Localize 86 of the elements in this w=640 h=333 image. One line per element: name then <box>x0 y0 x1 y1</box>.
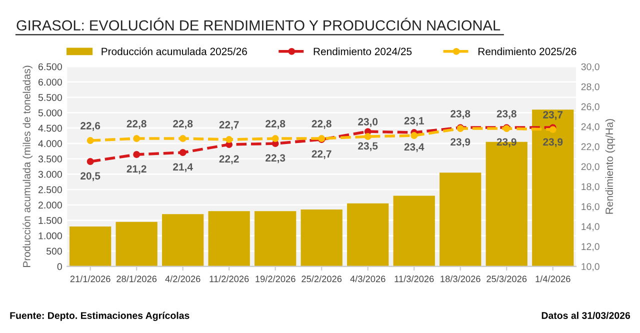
y-tick-label: 5.000 <box>38 109 62 116</box>
bar <box>116 222 158 266</box>
data-label: 22,7 <box>219 121 239 130</box>
x-tick-label: 4/3/2026 <box>350 275 386 282</box>
bar <box>300 210 342 266</box>
data-label: 23,9 <box>450 138 470 148</box>
bar <box>440 172 482 266</box>
y2-axis-title: Rendimiento (qq/Ha) <box>605 119 616 214</box>
y-tick-label: 3.000 <box>38 170 62 178</box>
bar <box>532 110 574 266</box>
data-label: 23,7 <box>543 111 563 120</box>
y2-tick-label: 24,0 <box>581 123 600 132</box>
source-note: Fuente: Depto. Estimaciones Agrícolas <box>10 312 190 321</box>
x-tick-label: 28/1/2026 <box>116 275 157 282</box>
x-tick-label: 18/3/2026 <box>440 275 480 282</box>
data-label: 23,0 <box>358 118 378 127</box>
bar <box>254 211 296 266</box>
legend-label: Producción acumulada 2025/26 <box>102 47 247 56</box>
y-tick-label: 2.000 <box>38 202 62 209</box>
point <box>272 135 279 142</box>
point <box>133 151 140 158</box>
data-label: 23,4 <box>404 143 424 152</box>
y-tick-label: 0 <box>57 263 62 270</box>
bar <box>208 211 250 266</box>
x-tick-label: 1/4/2026 <box>536 275 570 282</box>
x-tick-label: 11/3/2026 <box>394 275 434 282</box>
point <box>86 158 94 165</box>
data-label: 23,5 <box>358 142 378 152</box>
y2-tick-label: 30,0 <box>581 63 600 72</box>
y-tick-label: 1.500 <box>38 217 62 224</box>
x-tick-label: 11/2/2026 <box>210 275 249 282</box>
y-tick-label: 6.000 <box>38 78 62 86</box>
x-tick-label: 21/1/2026 <box>70 275 110 282</box>
point <box>410 132 418 140</box>
y-axis-title: Producción acumulada (miles de toneladas) <box>22 66 32 267</box>
y-tick-label: 3.500 <box>38 156 62 162</box>
y2-tick-label: 18,0 <box>582 183 600 192</box>
x-tick-label: 19/2/2026 <box>256 275 296 282</box>
y2-tick-label: 28,0 <box>581 83 600 92</box>
y2-tick-label: 14,0 <box>582 223 600 232</box>
data-label: 23,8 <box>496 110 516 119</box>
y2-tick-label: 10,0 <box>582 263 600 272</box>
point <box>226 136 233 143</box>
bar <box>347 203 389 266</box>
point <box>549 126 556 134</box>
data-label: 22,8 <box>126 120 146 129</box>
y-tick-label: 5.500 <box>38 94 62 101</box>
y-tick-label: 4.000 <box>38 140 62 148</box>
data-label: 22,3 <box>266 154 286 164</box>
data-label: 21,2 <box>126 165 146 174</box>
data-label: 22,2 <box>219 155 239 164</box>
data-label: 20,5 <box>80 172 100 182</box>
bar <box>162 214 204 266</box>
data-label: 22,6 <box>80 122 100 131</box>
bar <box>393 196 435 266</box>
y-tick-label: 500 <box>46 248 62 255</box>
chart-title: GIRASOL: EVOLUCIÓN DE RENDIMIENTO Y PRODUCCIÓN NACIONAL <box>16 18 500 31</box>
y2-tick-label: 26,0 <box>581 103 600 112</box>
x-tick-label: 4/2/2026 <box>165 275 200 282</box>
y2-tick-label: 12,0 <box>582 243 600 252</box>
text: Datos al 31/03/2026 <box>542 312 630 320</box>
x-tick-label: 25/2/2026 <box>302 275 342 282</box>
point <box>179 135 186 142</box>
data-label: 23,1 <box>404 117 424 126</box>
y-tick-label: 4.500 <box>38 124 62 132</box>
data-label: 23,9 <box>543 138 563 148</box>
data-label: 22,8 <box>266 120 286 129</box>
data-label: 22,8 <box>312 120 332 129</box>
y2-tick-label: 22,0 <box>581 143 600 152</box>
data-label: 21,4 <box>173 163 193 172</box>
bar <box>70 226 112 266</box>
x-tick-label: 25/3/2026 <box>486 275 527 282</box>
y-tick-label: 6.500 <box>38 63 62 70</box>
data-label: 23,8 <box>450 110 470 119</box>
point <box>364 133 372 140</box>
data-label: 22,7 <box>312 150 332 160</box>
y2-tick-label: 20,0 <box>581 163 600 172</box>
y-tick-label: 2.500 <box>38 186 62 194</box>
legend-label: Rendimiento 2025/26 <box>478 48 576 56</box>
point <box>86 137 94 144</box>
y-tick-label: 1.000 <box>38 232 62 240</box>
legend-label: Rendimiento 2024/25 <box>314 48 412 56</box>
point <box>133 135 140 142</box>
y2-tick-label: 16,0 <box>582 203 600 212</box>
point <box>179 149 186 156</box>
data-label: 22,8 <box>173 120 193 129</box>
